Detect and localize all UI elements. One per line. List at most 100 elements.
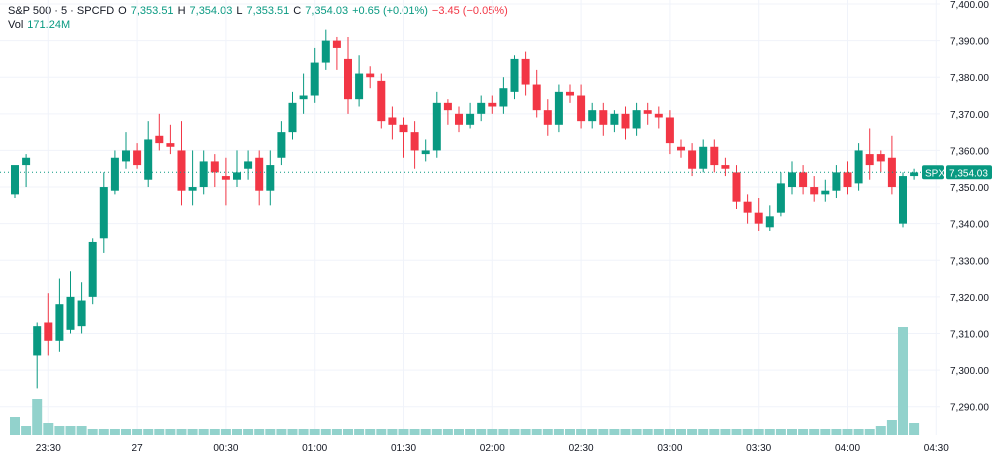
candle-body <box>377 80 386 122</box>
volume-bar <box>109 429 120 435</box>
candle-body <box>832 172 841 191</box>
volume-bar <box>287 429 298 435</box>
candle-body <box>488 102 497 107</box>
volume-bar <box>909 423 920 435</box>
volume-bar <box>76 426 87 435</box>
candle-body <box>255 157 264 191</box>
candle-body <box>432 102 441 151</box>
volume-bar <box>98 429 109 435</box>
high-label: H <box>177 5 186 17</box>
volume-bar <box>343 429 353 435</box>
y-axis[interactable]: 7,290.00 7,300.00 7,310.00 7,320.00 7,330.00… <box>950 0 989 414</box>
candle-body <box>776 183 785 213</box>
candle-body <box>887 157 896 188</box>
volume-bar <box>753 429 764 435</box>
volume-bar <box>320 429 331 435</box>
candle-body <box>66 296 75 330</box>
y-tick-label: 7,290.00 <box>950 403 989 414</box>
volume-label[interactable]: Vol <box>8 19 24 31</box>
candle-body <box>665 117 674 144</box>
x-tick-label: 02:00 <box>480 443 505 454</box>
candle-body <box>643 110 652 114</box>
close-label: C <box>293 5 302 17</box>
price-badge-ticker-bg <box>922 165 944 180</box>
ohlc-row: S&P 500 · 5 · SPCFD O 7,353.51 H 7,354.03 … <box>8 4 508 18</box>
volume-bar <box>509 429 520 435</box>
volume-bar <box>21 426 32 435</box>
low-value: 7,353.51 <box>246 5 290 17</box>
candle-body <box>521 58 530 85</box>
change-extra-value: −3.45 (−0.05%) <box>431 5 508 17</box>
volume-bar <box>187 429 198 435</box>
chart-legend: S&P 500 · 5 · SPCFD O 7,353.51 H 7,354.03 … <box>8 4 508 32</box>
candle-body <box>133 150 142 166</box>
volume-bar <box>154 429 165 435</box>
volume-bar <box>620 429 631 435</box>
candle-body <box>266 165 275 191</box>
volume-bar <box>798 429 809 435</box>
candle-body <box>244 161 253 169</box>
candle-body <box>299 95 308 100</box>
candle-body <box>99 187 108 239</box>
symbol-label[interactable]: S&P 500 · 5 · SPCFD <box>8 5 115 17</box>
volume-bar <box>587 429 598 435</box>
candle-body <box>621 113 630 129</box>
volume-bar <box>886 420 897 435</box>
y-tick-label: 7,330.00 <box>950 256 989 267</box>
volume-bar <box>598 429 609 435</box>
volume-bar <box>409 429 420 435</box>
x-axis[interactable]: 23:30 27 00:30 01:00 01:30 02:00 02:30 03:00 03:… <box>36 443 1000 454</box>
y-tick-label: 7,400.00 <box>950 0 989 11</box>
volume-bar <box>853 429 864 435</box>
volume-bar <box>398 429 409 435</box>
candle-body <box>854 150 863 184</box>
volume-bar <box>531 429 542 435</box>
volume-bar <box>431 429 442 435</box>
candle-body <box>543 110 552 125</box>
candle-body <box>788 172 796 188</box>
candle-body <box>599 110 608 125</box>
y-tick-label: 7,380.00 <box>950 73 989 84</box>
volume-bar <box>209 429 220 435</box>
volume-bars <box>10 327 920 435</box>
candle-body <box>810 187 819 195</box>
volume-bar <box>309 429 320 435</box>
volume-bar <box>664 429 675 435</box>
candle-body <box>55 304 64 341</box>
volume-bar <box>132 429 143 435</box>
candle-body <box>332 40 341 48</box>
volume-bar <box>576 429 587 435</box>
y-tick-label: 7,360.00 <box>950 146 989 157</box>
volume-bar <box>387 429 398 435</box>
y-tick-label: 7,320.00 <box>950 293 989 304</box>
volume-bar <box>542 429 553 435</box>
candle-body <box>110 157 119 191</box>
volume-bar <box>775 429 786 435</box>
close-value: 7,354.03 <box>305 5 349 17</box>
volume-bar <box>54 426 65 435</box>
candle-body <box>699 146 708 169</box>
volume-bar <box>220 429 231 435</box>
candle-body <box>421 150 430 155</box>
open-value: 7,353.51 <box>130 5 174 17</box>
candle-body <box>743 201 752 213</box>
volume-bar <box>32 399 43 435</box>
x-tick-label: 03:30 <box>746 443 771 454</box>
candle-body <box>410 132 419 151</box>
volume-bar <box>875 426 886 435</box>
candle-body <box>233 172 241 180</box>
candle-body <box>876 154 885 162</box>
volume-bar <box>232 429 242 435</box>
volume-bar <box>487 429 498 435</box>
volume-bar <box>687 429 698 435</box>
volume-bar <box>365 429 376 435</box>
volume-bar <box>10 417 20 435</box>
candle-body <box>355 73 364 100</box>
candle-body <box>199 161 208 188</box>
candle-body <box>77 300 86 327</box>
volume-bar <box>864 429 875 435</box>
candle-body <box>221 176 230 180</box>
grid <box>0 0 940 435</box>
volume-bar <box>254 429 265 435</box>
